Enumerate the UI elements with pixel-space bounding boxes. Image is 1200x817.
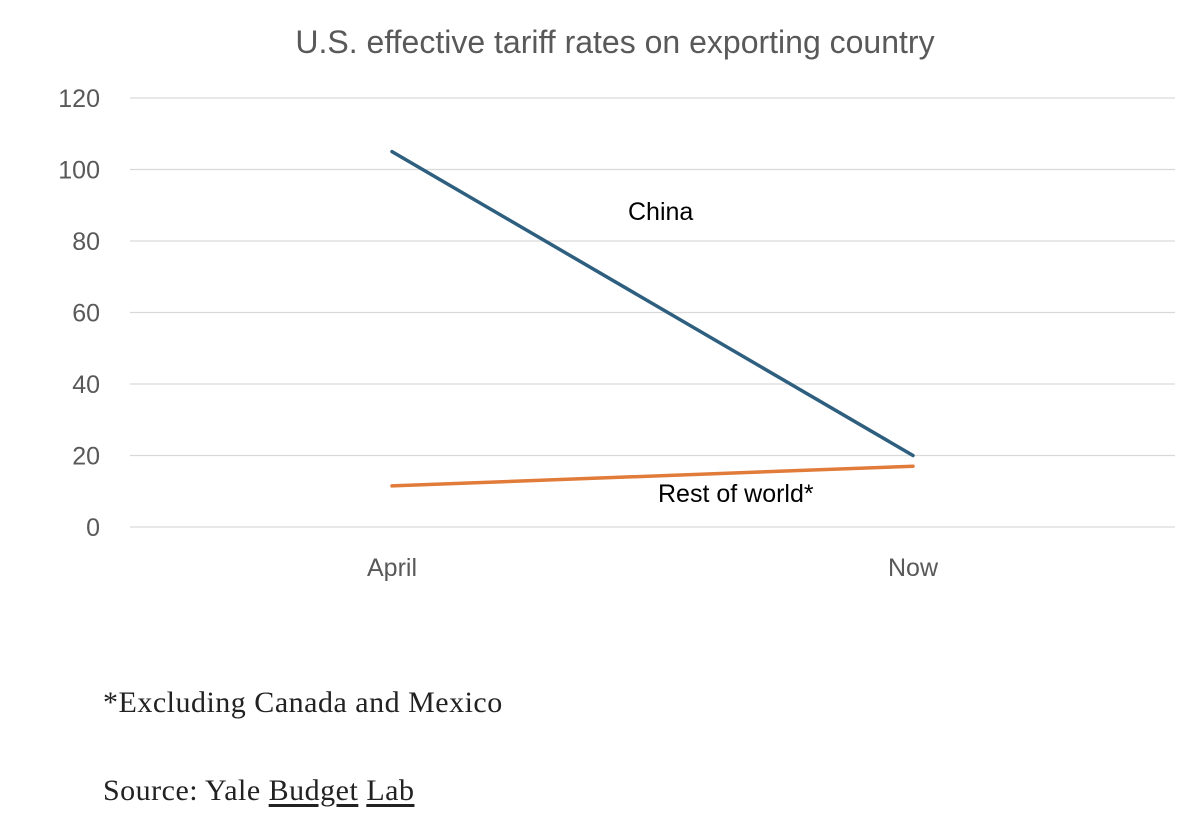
x-tick-label-april: April	[367, 554, 417, 582]
x-tick-label-now: Now	[888, 554, 939, 582]
series-label-rest-of-world: Rest of world*	[658, 480, 814, 508]
footnote: *Excluding Canada and Mexico	[103, 686, 503, 719]
y-tick-label-40: 40	[72, 371, 100, 399]
y-tick-label-80: 80	[72, 228, 100, 256]
source-link-lab[interactable]: Lab	[366, 774, 415, 807]
y-tick-label-20: 20	[72, 443, 100, 471]
source-note: Source: Yale Budget Lab	[103, 774, 414, 808]
series-line-china	[390, 149, 915, 458]
y-tick-label-100: 100	[58, 157, 100, 185]
source-link-budget[interactable]: Budget	[268, 774, 359, 807]
series-line-rest-of-world	[390, 464, 915, 488]
chart-title: U.S. effective tariff rates on exporting…	[295, 24, 935, 60]
y-tick-label-60: 60	[72, 300, 100, 328]
y-tick-label-120: 120	[58, 85, 100, 113]
series-label-china: China	[628, 198, 693, 226]
y-tick-label-0: 0	[86, 514, 100, 542]
tariff-line-chart: 0 20 40 60 80 100 120 April Now China Rest of worl…	[58, 85, 1175, 582]
source-prefix: Source: Yale	[103, 774, 269, 807]
